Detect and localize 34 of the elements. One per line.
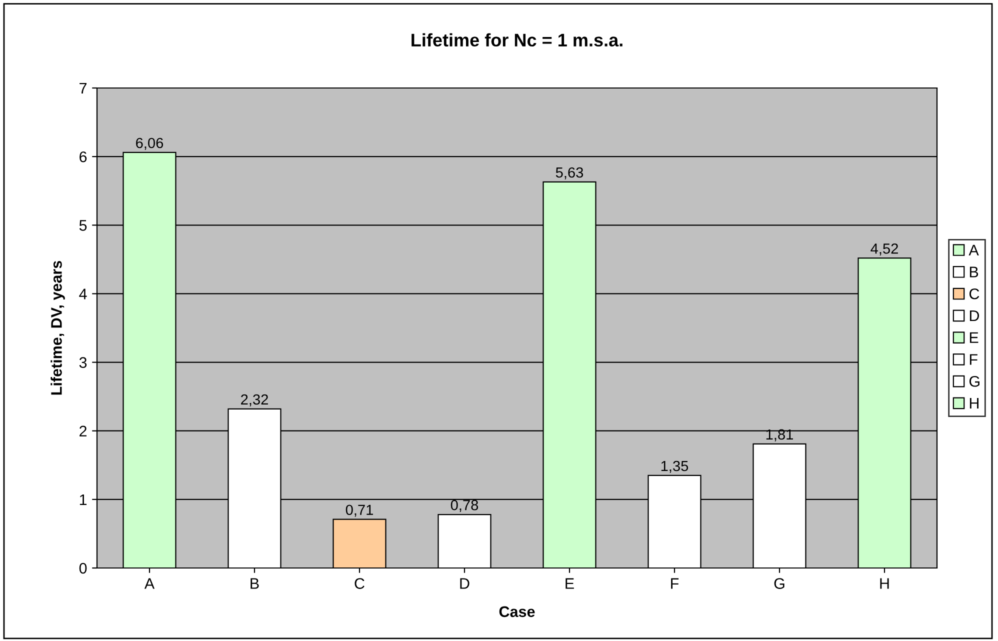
x-tick-label: F — [671, 578, 679, 589]
x-tick-label: B — [250, 578, 259, 589]
legend-label: H — [970, 398, 978, 409]
x-tick-label: C — [354, 578, 364, 589]
data-label: 4,52 — [870, 243, 898, 256]
chart-title: Lifetime for Nc = 1 m.s.a. — [412, 33, 622, 47]
legend-label: G — [969, 376, 980, 387]
data-label: 0,78 — [450, 500, 478, 512]
y-tick-label: 2 — [80, 426, 87, 436]
y-tick-label: 3 — [79, 357, 87, 368]
y-axis-title: Lifetime, DV, years — [50, 260, 65, 395]
x-tick-label: H — [880, 578, 889, 589]
x-tick-label: D — [460, 578, 470, 589]
legend-label: C — [969, 288, 980, 300]
y-tick-label: 6 — [80, 151, 87, 162]
y-tick-label: 0 — [79, 562, 87, 574]
y-tick-label: 4 — [79, 288, 87, 300]
legend-label: F — [970, 354, 978, 365]
data-label: 2,32 — [241, 394, 268, 406]
legend-label: B — [970, 266, 978, 278]
y-tick-label: 1 — [80, 494, 87, 505]
x-tick-label: A — [144, 578, 155, 589]
y-tick-label: 7 — [80, 83, 87, 94]
legend-label: E — [970, 332, 978, 343]
y-tick-label: 5 — [79, 220, 87, 231]
x-axis-title: Case — [499, 606, 535, 618]
data-label: 0,71 — [346, 504, 373, 517]
data-label: 5,63 — [556, 167, 584, 180]
data-label: 6,06 — [136, 138, 164, 150]
x-tick-label: G — [774, 578, 784, 589]
x-tick-label: E — [566, 578, 574, 589]
legend-label: D — [970, 310, 980, 322]
legend-label: A — [968, 244, 979, 256]
data-label: 1,35 — [661, 460, 688, 473]
